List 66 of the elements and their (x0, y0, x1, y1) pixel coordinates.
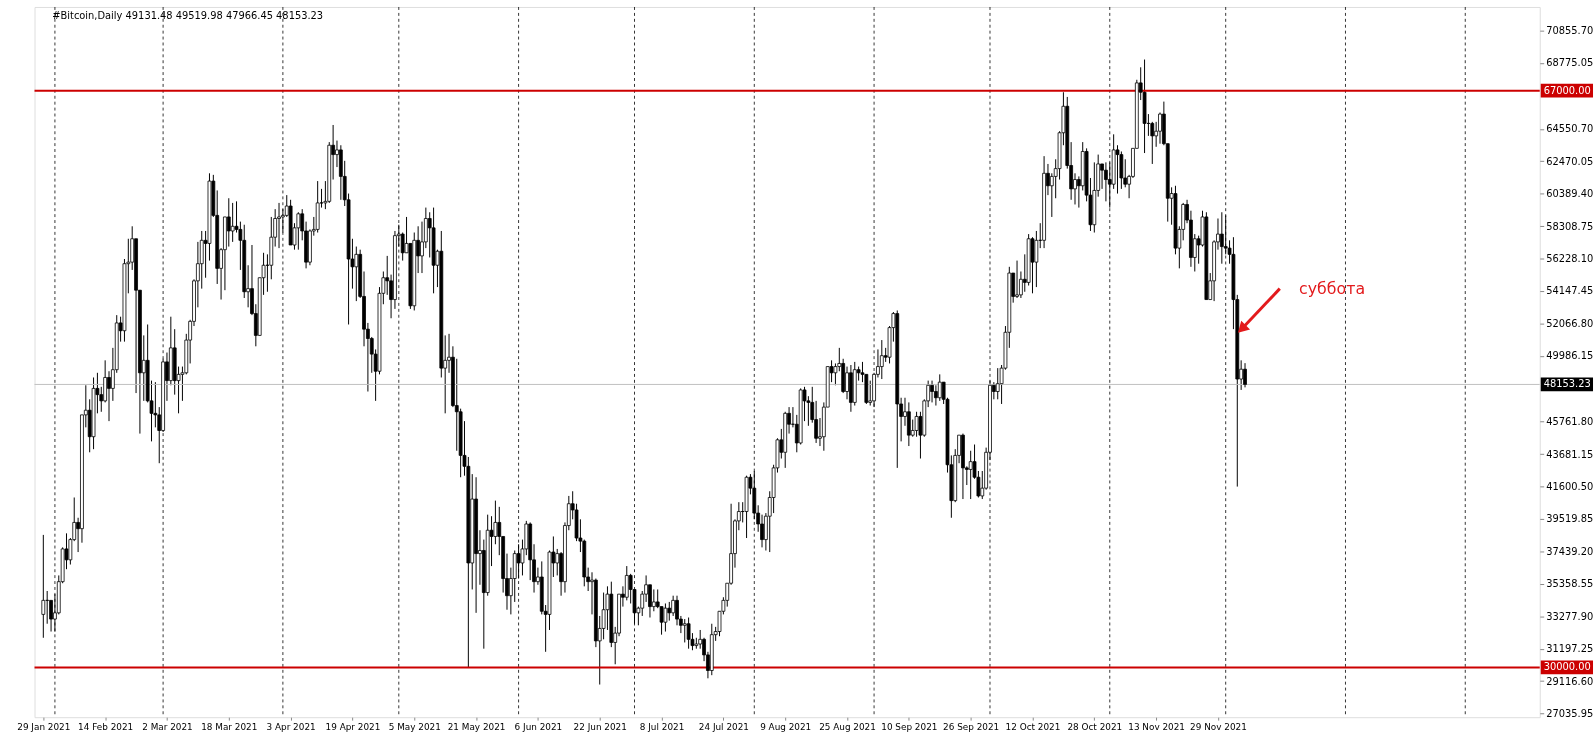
y-tick-label: 31197.25 (1546, 643, 1594, 655)
candlestick (1034, 230, 1039, 288)
x-tick-label: 8 Jul 2021 (639, 721, 685, 732)
x-tick-label: 24 Jul 2021 (698, 721, 749, 732)
x-tick-label: 2 Mar 2021 (142, 721, 193, 732)
y-tick-label: 64550.70 (1546, 123, 1594, 135)
candlestick (845, 366, 849, 400)
x-tick-label: 21 May 2021 (447, 721, 506, 732)
x-tick-label: 25 Aug 2021 (819, 721, 876, 732)
y-tick-label: 68775.05 (1546, 57, 1594, 69)
y-tick-label: 45761.80 (1546, 416, 1594, 428)
x-tick-label: 29 Nov 2021 (1190, 721, 1247, 732)
y-tick-label: 62470.05 (1546, 155, 1594, 167)
y-tick-label: 60389.40 (1546, 188, 1594, 200)
x-tick-label: 10 Sep 2021 (881, 721, 938, 732)
x-tick-label: 22 Jun 2021 (573, 721, 627, 732)
y-tick-label: 49986.15 (1546, 350, 1594, 362)
candlestick (682, 618, 687, 643)
y-tick-label: 43681.15 (1546, 448, 1594, 460)
x-tick-label: 18 Mar 2021 (201, 721, 258, 732)
y-tick-label: 29116.60 (1546, 675, 1594, 687)
candlestick (934, 384, 938, 407)
candlestick (995, 367, 1000, 400)
candlestick (1158, 112, 1162, 145)
candlestick (879, 339, 884, 380)
y-tick-label: 70855.70 (1546, 25, 1594, 37)
x-tick-label: 9 Aug 2021 (760, 721, 812, 732)
x-tick-label: 19 Apr 2021 (325, 721, 381, 732)
candlestick (663, 602, 668, 633)
candlestick (296, 211, 301, 251)
candlestick (906, 401, 911, 447)
x-tick-label: 29 Jan 2021 (17, 721, 71, 732)
candlestick (1115, 144, 1120, 195)
candlestick (930, 380, 934, 403)
candlestick (230, 202, 235, 243)
ref-line-label: 67000.00 (1543, 84, 1591, 96)
y-tick-label: 35358.55 (1546, 578, 1594, 590)
candlestick (41, 534, 46, 639)
y-tick-label: 52066.80 (1546, 317, 1594, 329)
candlestick (1015, 260, 1019, 299)
chart-title: #Bitcoin,Daily 49131.48 49519.98 47966.45 48153.23 (52, 9, 324, 21)
candlestick (651, 588, 656, 612)
annotation: суббота (1299, 278, 1366, 298)
x-tick-label: 6 Jun 2021 (514, 721, 563, 732)
y-tick-label: 37439.20 (1546, 545, 1594, 557)
x-tick-label: 26 Sep 2021 (943, 721, 1000, 732)
candlestick (1243, 362, 1247, 388)
candlestick (667, 601, 672, 622)
y-tick-label: 56228.10 (1546, 253, 1594, 265)
y-tick-label: 33277.90 (1546, 610, 1594, 622)
y-tick-label: 54147.45 (1546, 285, 1594, 297)
ref-line-label: 48153.23 (1543, 378, 1591, 390)
candlestick (226, 197, 231, 248)
x-tick-label: 13 Nov 2021 (1128, 721, 1186, 732)
ref-line-label: 30000.00 (1543, 661, 1591, 673)
x-tick-label: 12 Oct 2021 (1005, 721, 1061, 732)
y-tick-label: 58308.75 (1546, 220, 1594, 232)
candlestick (107, 370, 111, 422)
x-tick-label: 14 Feb 2021 (78, 721, 134, 732)
x-tick-label: 5 May 2021 (388, 721, 441, 732)
y-tick-label: 27035.95 (1546, 708, 1594, 720)
x-tick-label: 28 Oct 2021 (1067, 721, 1123, 732)
candlestick (671, 595, 676, 617)
x-tick-label: 3 Apr 2021 (266, 721, 316, 732)
y-tick-label: 39519.85 (1546, 513, 1594, 525)
y-tick-label: 41600.50 (1546, 481, 1594, 493)
